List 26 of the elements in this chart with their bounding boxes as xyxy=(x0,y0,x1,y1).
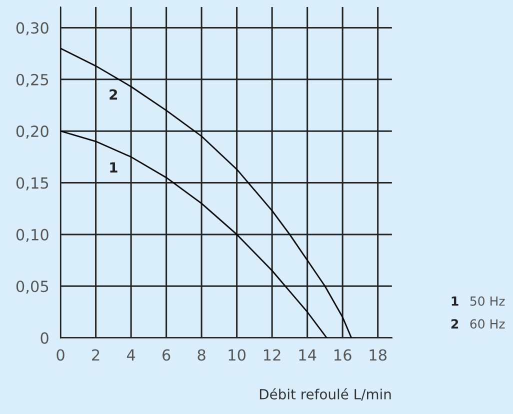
x-tick-label: 12 xyxy=(264,349,280,361)
y-tick-label: 0 xyxy=(40,332,48,344)
annotation: 2 xyxy=(110,89,118,100)
y-tick-label: 0,10 xyxy=(16,228,48,242)
x-tick-label: 8 xyxy=(198,349,206,361)
x-tick-label: 16 xyxy=(334,349,352,361)
x-tick-label: 10 xyxy=(228,349,246,361)
y-tick-label: 0,25 xyxy=(16,74,48,87)
x-tick-label: 4 xyxy=(126,349,136,361)
annotation: 1 xyxy=(110,162,118,172)
x-tick-label: 0 xyxy=(56,349,64,361)
text: 1 xyxy=(452,296,458,306)
text: 2 xyxy=(451,319,458,328)
y-tick-label: 0,20 xyxy=(16,126,48,139)
y-tick-label: 0,30 xyxy=(16,22,48,36)
x-axis-title: Débit refoulé L/min xyxy=(260,388,391,401)
text: 50 Hz xyxy=(470,296,505,306)
line-series xyxy=(60,48,352,338)
x-tick-label: 18 xyxy=(370,349,387,361)
y-tick-label: 0,15 xyxy=(16,177,48,190)
x-tick-label: 14 xyxy=(299,349,316,361)
line-series xyxy=(60,130,328,338)
text: 60 Hz xyxy=(470,319,505,329)
x-tick-label: 6 xyxy=(162,349,170,361)
y-tick-label: 0,05 xyxy=(16,280,48,294)
x-tick-label: 2 xyxy=(92,349,100,361)
